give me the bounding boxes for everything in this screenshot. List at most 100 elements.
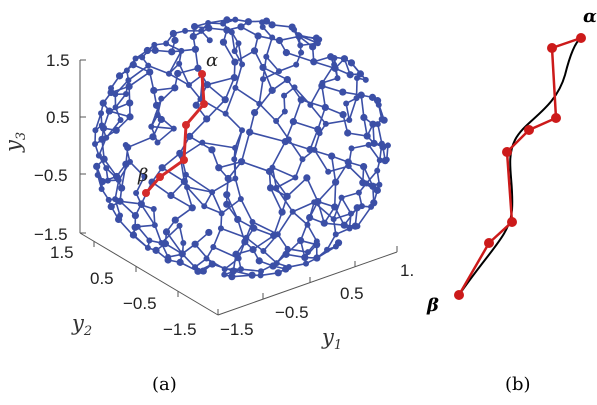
sphere-alpha-label: α (206, 50, 218, 71)
graph-node (122, 142, 129, 149)
graph-node (332, 178, 340, 186)
graph-node (313, 238, 320, 245)
graph-node (98, 110, 105, 117)
graph-node (283, 75, 291, 84)
graph-node (255, 257, 263, 265)
graph-edge (233, 159, 237, 179)
graph-node (281, 108, 288, 115)
graph-node (297, 42, 304, 49)
y3-tick-1: 1.5 (46, 51, 70, 70)
graph-node (232, 175, 239, 182)
graph-node (370, 139, 378, 147)
graph-node (322, 120, 329, 127)
graph-edge (170, 194, 193, 209)
graph-node (171, 36, 179, 44)
graph-node (243, 234, 250, 241)
graph-node (289, 208, 296, 215)
graph-node (176, 60, 183, 67)
graph-edge (120, 164, 127, 189)
graph-edge (127, 65, 149, 81)
graph-edge (186, 186, 213, 193)
graph-node (178, 47, 185, 54)
graph-node (306, 145, 314, 154)
graph-node (275, 68, 282, 75)
graph-node (259, 19, 266, 26)
graph-node (362, 76, 369, 83)
graph-node (345, 163, 352, 170)
graph-node (311, 199, 318, 206)
graph-node (353, 95, 360, 102)
graph-node (210, 243, 217, 250)
graph-edge (275, 176, 296, 189)
graph-node (171, 216, 179, 224)
graph-node (232, 16, 239, 23)
graph-edge (161, 152, 181, 169)
graph-node (346, 225, 353, 232)
graph-node (223, 26, 231, 34)
graph-node (314, 40, 321, 47)
graph-edge (160, 225, 181, 244)
graph-node (278, 208, 286, 216)
graph-edge (258, 103, 277, 122)
graph-edge (355, 78, 358, 99)
graph-node (203, 81, 211, 89)
graph-node (145, 62, 152, 69)
graph-edge (258, 78, 264, 104)
graph-node (133, 190, 140, 197)
graph-node (112, 91, 119, 98)
graph-edge (195, 84, 208, 106)
graph-node (126, 99, 134, 107)
sphere-path-node (182, 121, 190, 129)
graph-node (228, 273, 236, 281)
graph-node (331, 54, 338, 61)
graph-node (148, 123, 155, 130)
graph-node (354, 75, 361, 82)
graph-node (319, 79, 326, 86)
graph-node (237, 196, 244, 203)
graph-node (158, 95, 165, 102)
graph-edge (189, 118, 208, 137)
graph-node (297, 236, 305, 245)
graph-node (332, 231, 339, 238)
graph-node (339, 111, 347, 119)
graph-node (95, 152, 102, 159)
graph-node (250, 224, 258, 232)
graph-edge (306, 202, 315, 226)
graph-node (179, 251, 186, 258)
graph-edge (237, 43, 243, 65)
graph-node (152, 246, 160, 254)
graph-node (328, 152, 336, 160)
caption-b: (b) (505, 374, 531, 395)
graph-node (134, 223, 141, 230)
graph-node (384, 142, 391, 149)
graph-node (378, 140, 385, 147)
graph-node (282, 49, 290, 57)
graph-node (248, 271, 256, 279)
graph-node (170, 125, 177, 132)
graph-edge (271, 167, 278, 188)
graph-node (167, 191, 175, 200)
graph-node (98, 185, 105, 192)
graph-edge (277, 211, 294, 235)
graph-node (310, 58, 318, 66)
graph-edge (265, 56, 280, 72)
graph-node (169, 29, 177, 38)
discrete-path-node (547, 43, 557, 53)
caption-a: (a) (152, 374, 177, 395)
graph-node (217, 225, 224, 232)
graph-edge (360, 95, 365, 118)
graph-node (146, 68, 154, 76)
graph-node (363, 180, 370, 187)
graph-edge (362, 166, 374, 187)
graph-edge (293, 86, 311, 106)
graph-node (339, 88, 347, 96)
graph-node (180, 177, 188, 186)
graph-node (284, 245, 291, 252)
graph-node (281, 92, 288, 99)
graph-node (163, 40, 170, 47)
graph-node (152, 101, 161, 109)
graph-node (141, 173, 148, 180)
graph-node (151, 41, 158, 48)
graph-edge (306, 224, 318, 242)
graph-node (376, 157, 383, 164)
